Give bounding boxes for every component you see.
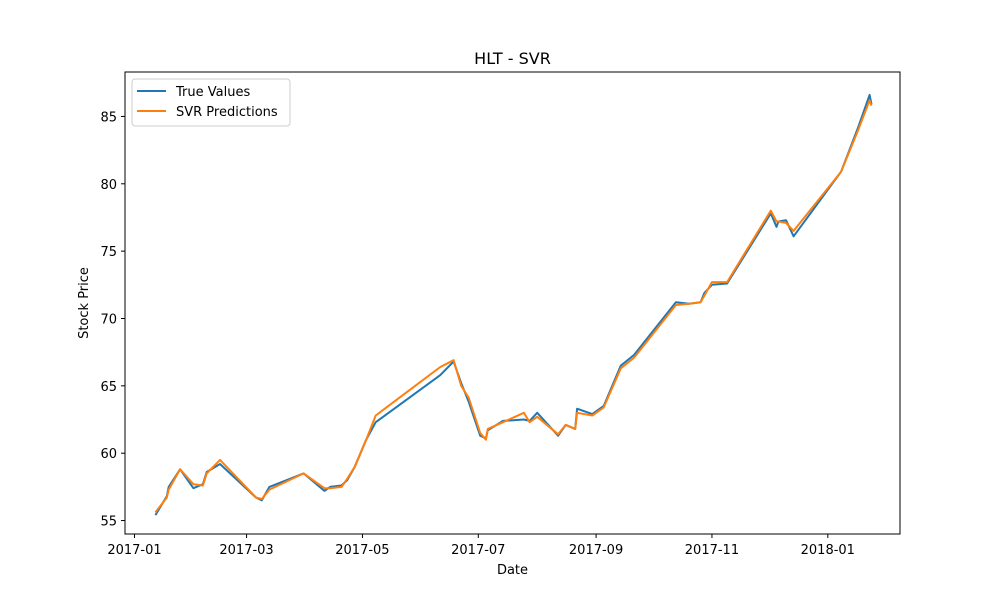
x-tick-label: 2017-09 (569, 543, 623, 558)
y-tick-label: 85 (100, 110, 117, 125)
y-tick-label: 65 (100, 380, 117, 395)
y-axis-title: Stock Price (77, 267, 92, 339)
x-tick-label: 2017-05 (335, 543, 389, 558)
plot-area (124, 71, 901, 535)
chart-title: HLT - SVR (474, 49, 551, 68)
x-tick-label: 2018-01 (801, 543, 855, 558)
x-axis-title: Date (497, 563, 528, 578)
y-axis: 55 60 65 70 75 80 85 (100, 110, 125, 530)
y-tick-label: 70 (100, 312, 117, 327)
legend: True Values SVR Predictions (131, 78, 291, 127)
y-tick-label: 75 (100, 245, 117, 260)
legend-label-svr-predictions: SVR Predictions (176, 105, 278, 120)
series-layer (154, 93, 873, 516)
x-tick-label: 2017-03 (219, 543, 273, 558)
x-tick-label: 2017-01 (107, 543, 161, 558)
series-line-svr-predictions (154, 99, 873, 514)
y-tick-label: 80 (100, 178, 117, 193)
x-axis: 2017-01 2017-03 2017-05 2017-07 2017-09 2017-… (107, 534, 855, 558)
x-tick-label: 2017-07 (451, 543, 505, 558)
legend-box (131, 78, 291, 127)
y-tick-label: 60 (100, 447, 117, 462)
x-tick-label: 2017-11 (685, 543, 739, 558)
plot-frame (124, 71, 901, 535)
y-tick-label: 55 (100, 515, 117, 530)
legend-label-true-values: True Values (175, 85, 250, 100)
